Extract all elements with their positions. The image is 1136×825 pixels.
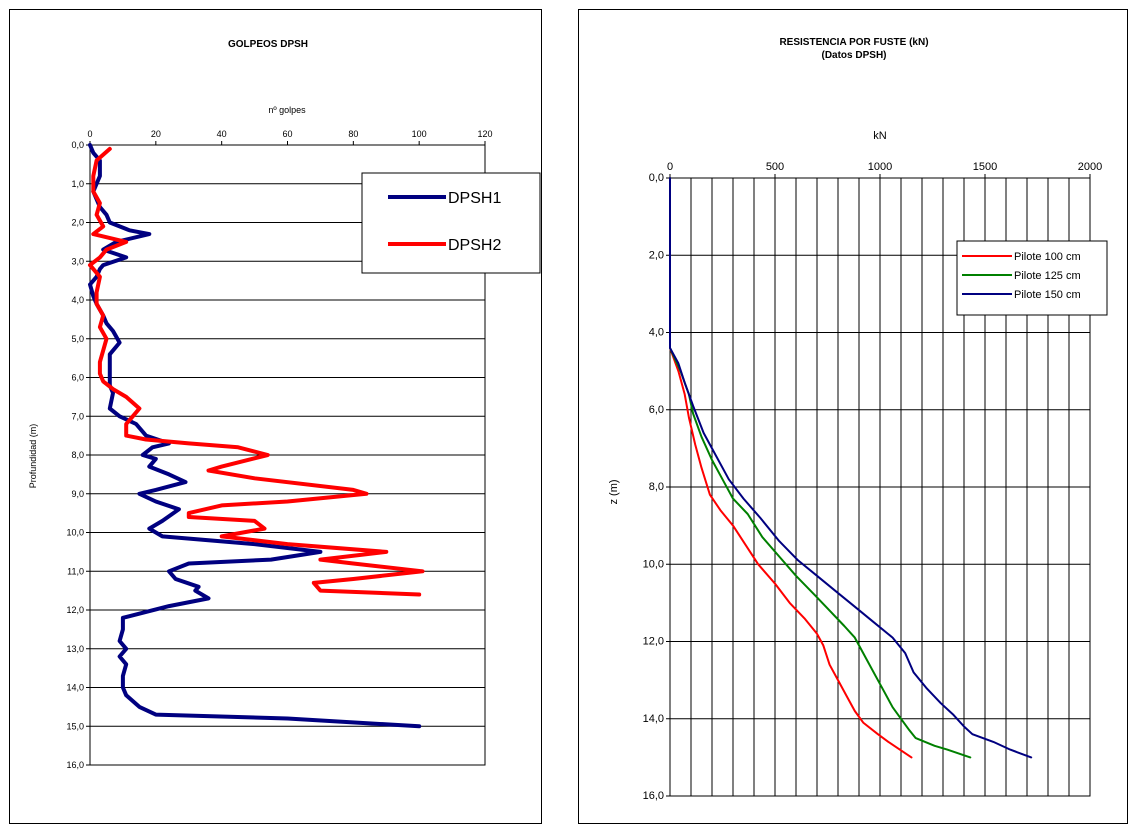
x-tick-label: 120: [477, 129, 492, 139]
y-tick-label: 8,0: [649, 481, 664, 493]
y-tick-label: 0,0: [649, 172, 664, 184]
y-axis-label: z (m): [608, 479, 620, 504]
x-axis-label: kN: [873, 130, 887, 142]
y-tick-label: 16,0: [66, 760, 84, 770]
y-axis-label: Profundidad (m): [28, 424, 38, 489]
x-tick-label: 1000: [868, 161, 892, 173]
chart-subtitle: (Datos DPSH): [821, 50, 886, 61]
x-tick-label: 0: [87, 129, 92, 139]
legend-label: Pilote 150 cm: [1014, 289, 1081, 301]
x-tick-label: 20: [151, 129, 161, 139]
y-tick-label: 8,0: [71, 450, 84, 460]
y-tick-label: 10,0: [66, 528, 84, 538]
chart-title: GOLPEOS DPSH: [228, 39, 308, 50]
y-tick-label: 14,0: [66, 683, 84, 693]
x-tick-label: 60: [282, 129, 292, 139]
legend: Pilote 100 cm Pilote 125 cm Pilote 150 cm: [956, 240, 1108, 316]
y-tick-label: 0,0: [71, 140, 84, 150]
y-tick-label: 6,0: [71, 373, 84, 383]
series-line-pilote-125-cm: [669, 177, 972, 759]
golpeos-chart-svg: GOLPEOS DPSH nº golpes Profundidad (m) 0…: [28, 39, 541, 770]
series-line-pilote-150-cm: [669, 177, 1033, 759]
y-tick-label: 9,0: [71, 489, 84, 499]
y-tick-label: 15,0: [66, 721, 84, 731]
y-tick-label: 4,0: [71, 295, 84, 305]
chart-panel-golpeos: GOLPEOS DPSH nº golpes Profundidad (m) 0…: [9, 9, 542, 824]
series-line-dpsh2: [88, 146, 425, 597]
legend-label: Pilote 125 cm: [1014, 270, 1081, 282]
y-tick-label: 1,0: [71, 179, 84, 189]
y-tick-label: 5,0: [71, 334, 84, 344]
y-tick-label: 14,0: [643, 713, 664, 725]
y-tick-label: 12,0: [643, 636, 664, 648]
x-tick-label: 0: [667, 161, 673, 173]
y-tick-label: 6,0: [649, 404, 664, 416]
chart-panel-resistencia: RESISTENCIA POR FUSTE (kN) (Datos DPSH) …: [578, 9, 1128, 824]
y-tick-label: 2,0: [71, 218, 84, 228]
y-tick-label: 10,0: [643, 558, 664, 570]
legend-label: DPSH1: [448, 190, 501, 207]
y-tick-label: 4,0: [649, 327, 664, 339]
x-axis-label: nº golpes: [268, 105, 306, 115]
x-tick-label: 80: [348, 129, 358, 139]
y-tick-label: 11,0: [67, 566, 84, 576]
y-tick-label: 3,0: [71, 256, 84, 266]
x-tick-label: 100: [412, 129, 427, 139]
x-tick-label: 2000: [1078, 161, 1102, 173]
chart-title: RESISTENCIA POR FUSTE (kN): [779, 37, 928, 48]
y-tick-label: 13,0: [66, 644, 84, 654]
legend: DPSH1 DPSH2: [361, 172, 541, 274]
y-tick-label: 16,0: [643, 790, 664, 802]
x-tick-label: 40: [217, 129, 227, 139]
y-tick-label: 12,0: [66, 605, 84, 615]
legend-label: DPSH2: [448, 237, 501, 254]
series-line-pilote-100-cm: [669, 177, 913, 759]
y-tick-label: 2,0: [649, 249, 664, 261]
x-tick-label: 500: [766, 161, 784, 173]
x-tick-label: 1500: [973, 161, 997, 173]
legend-box: [361, 172, 541, 274]
resistencia-chart-svg: RESISTENCIA POR FUSTE (kN) (Datos DPSH) …: [608, 37, 1108, 802]
y-tick-label: 7,0: [71, 411, 84, 421]
plot-area: 0 20 40 60 80 100 120 0,0 1,0 2,0 3,0 4,0 5,0 6,0 7,0 8…: [66, 129, 492, 770]
legend-label: Pilote 100 cm: [1014, 251, 1081, 263]
legend-box: [956, 240, 1108, 316]
